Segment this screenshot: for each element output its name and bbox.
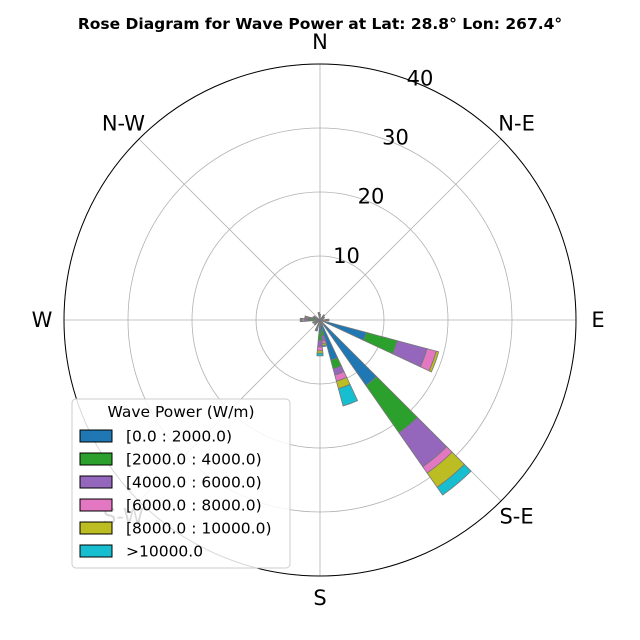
legend: Wave Power (W/m) [0.0 : 2000.0) [2000.0 :… [71, 398, 291, 569]
legend-box [71, 398, 291, 569]
direction-label-n: N [312, 30, 328, 54]
bar-segment-90-4 [327, 318, 330, 322]
bar-segment-170-5 [321, 344, 328, 348]
radial-tick-labels: 10 20 30 40 [333, 66, 433, 267]
legend-items: [0.0 : 2000.0) [2000.0 : 4000.0) [4000.0 :… [79, 428, 272, 561]
legend-label: [4000.0 : 6000.0) [126, 474, 262, 492]
bar-segment-180-5 [316, 352, 324, 357]
legend-swatch [79, 498, 113, 512]
bar-segment-0-3 [319, 313, 321, 316]
bar-segment-110-1 [362, 331, 398, 355]
bar-segment-180-3 [316, 346, 324, 352]
bars-group [299, 311, 472, 496]
bar-segment-280-5 [304, 315, 307, 320]
legend-swatch [79, 544, 113, 558]
radial-tick-20: 20 [358, 185, 385, 209]
bar-segment-300-3 [313, 315, 316, 318]
radial-tick-40: 40 [407, 66, 434, 90]
direction-label-s: S [313, 586, 326, 610]
direction-label-n-w: N-W [102, 111, 145, 135]
bar-segment-200-5 [314, 329, 318, 332]
legend-title: Wave Power (W/m) [107, 403, 254, 421]
bar-segment-350-4 [317, 311, 320, 314]
legend-swatch [79, 475, 113, 489]
bar-segment-250-3 [312, 321, 315, 324]
bar-segment-140-5 [436, 463, 472, 496]
bar-segment-230-3 [313, 323, 317, 326]
legend-swatch [79, 452, 113, 466]
bar-segment-270-5 [299, 317, 302, 323]
chart-title: Rose Diagram for Wave Power at Lat: 28.8… [78, 15, 562, 33]
bar-segment-160-5 [337, 383, 359, 407]
direction-label-s-e: S-E [499, 505, 533, 529]
legend-swatch [79, 429, 113, 443]
direction-label-w: W [32, 308, 53, 332]
bar-segment-110-4 [428, 350, 440, 373]
radial-tick-30: 30 [382, 126, 409, 150]
bar-segment-40-3 [322, 314, 326, 317]
outer-circle [63, 63, 577, 577]
grid-spoke-n-e [319, 138, 502, 321]
bar-segment-60-3 [323, 316, 326, 319]
legend-label: [8000.0 : 10000.0) [126, 520, 272, 538]
legend-swatch [79, 521, 113, 535]
direction-label-e: E [591, 308, 604, 332]
direction-label-n-e: N-E [498, 111, 535, 135]
legend-label: [2000.0 : 4000.0) [126, 451, 262, 469]
radial-tick-10: 10 [333, 244, 360, 268]
grid-spoke-n-w [138, 138, 321, 321]
legend-label: [0.0 : 2000.0) [126, 428, 232, 446]
legend-label: >10000.0 [126, 543, 203, 561]
bar-segment-90-0 [319, 319, 324, 321]
legend-label: [6000.0 : 8000.0) [126, 497, 262, 515]
